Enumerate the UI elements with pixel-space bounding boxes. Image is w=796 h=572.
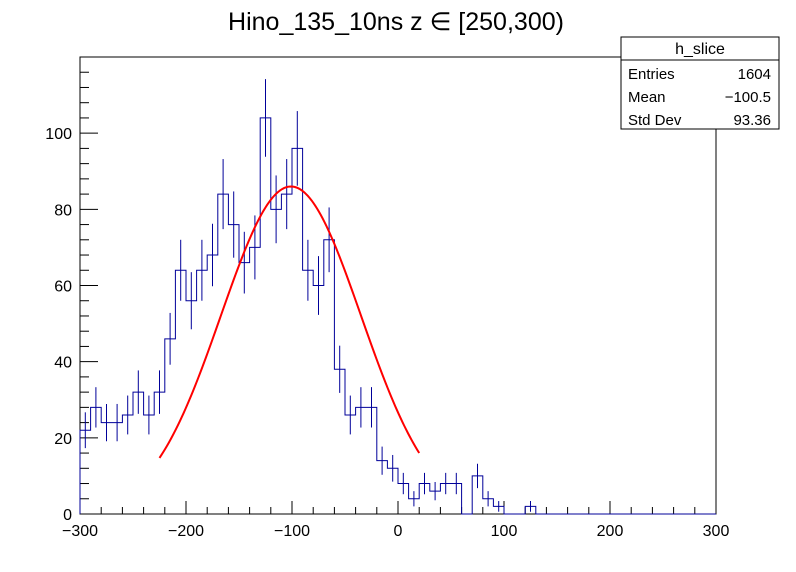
x-tick-label: −100 [274, 523, 310, 540]
chart-title: Hino_135_10ns z ∈ [250,300) [228, 8, 564, 36]
x-tick-label: −200 [168, 523, 204, 540]
stats-stddev-value: 93.36 [733, 112, 771, 129]
y-axis: 0 20 40 60 80 100 [45, 71, 98, 524]
y-tick-label: 100 [45, 126, 72, 143]
x-tick-label: 100 [491, 523, 518, 540]
y-tick-label: 60 [54, 279, 72, 296]
y-tick-label: 40 [54, 355, 72, 372]
gaussian-fit-series [158, 185, 421, 459]
histogram-series [79, 79, 716, 515]
y-tick-label: 0 [63, 507, 72, 524]
x-axis: −300 −200 −100 0 100 200 300 [62, 501, 729, 540]
stats-mean-value: −100.5 [725, 89, 771, 106]
x-tick-label: −300 [62, 523, 98, 540]
stats-box: h_slice Entries 1604 Mean −100.5 Std Dev… [620, 36, 780, 130]
x-tick-label: 300 [703, 523, 730, 540]
stats-box-frame [620, 36, 780, 130]
gaussian-fit-line [158, 185, 421, 459]
stats-stddev-label: Std Dev [628, 112, 682, 129]
stats-entries-label: Entries [628, 66, 675, 83]
stats-mean-label: Mean [628, 89, 666, 106]
stats-entries-value: 1604 [738, 66, 771, 83]
x-tick-label: 200 [597, 523, 624, 540]
y-tick-label: 20 [54, 431, 72, 448]
histogram-outline [79, 117, 716, 515]
stats-box-title: h_slice [675, 41, 725, 58]
y-tick-label: 80 [54, 202, 72, 219]
x-tick-label: 0 [394, 523, 403, 540]
